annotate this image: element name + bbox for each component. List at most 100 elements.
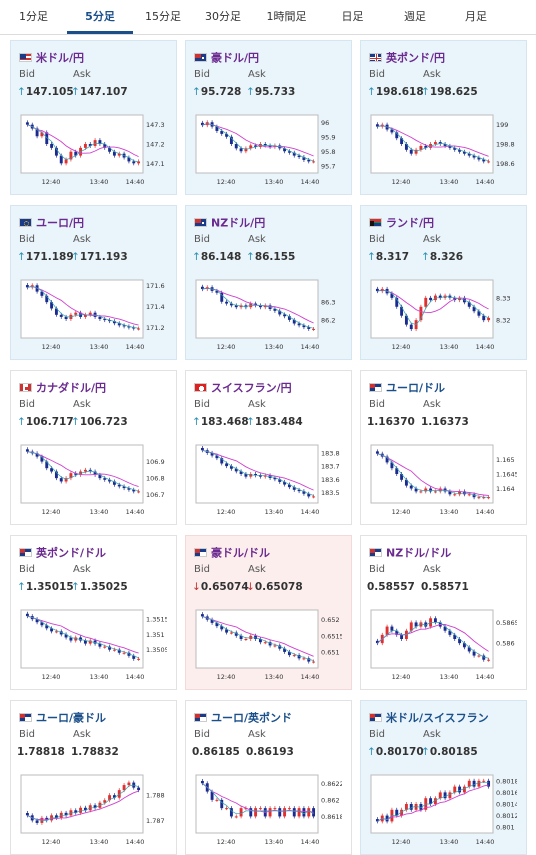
y-tick-label: 183.6 [321, 476, 340, 484]
price-chart[interactable]: 96 95.9 95.8 95.7 12:40 13:40 14:40 [192, 111, 342, 189]
y-tick-label: 199 [496, 121, 508, 129]
currency-pair[interactable]: スイスフラン/円 [211, 381, 292, 395]
tab-7[interactable]: 週足 [404, 10, 426, 23]
rate-card[interactable]: 米ドル/円 Bid Ask ↑147.105 ↑147.107 147.3 147.2 147… [10, 40, 177, 195]
rate-card[interactable]: NZドル/円 Bid Ask ↑86.148 ↑86.155 86.3 86.2 12:40 1… [185, 205, 352, 360]
price-chart[interactable]: 106.9 106.8 106.7 12:40 13:40 14:40 [17, 441, 167, 519]
card-title[interactable]: ランド/円 [369, 212, 435, 230]
currency-pair[interactable]: 米ドル/スイスフラン [386, 711, 489, 725]
candle [64, 634, 68, 638]
tab-4[interactable]: 30分足 [205, 10, 241, 23]
rate-card[interactable]: ユーロ/ドル Bid Ask 1.16370 1.16373 1.165 1.1645 1.1… [360, 370, 527, 525]
arrow-down-icon: ↓ [246, 581, 255, 593]
rate-card[interactable]: 米ドル/スイスフラン Bid Ask ↑0.80170 ↑0.80185 0.8018 0.… [360, 700, 527, 855]
card-title[interactable]: 英ポンド/円 [369, 47, 446, 65]
currency-pair[interactable]: 英ポンド/円 [386, 51, 446, 65]
currency-pair[interactable]: NZドル/ドル [386, 546, 452, 560]
price-chart[interactable]: 183.8 183.7 183.6 183.5 12:40 13:40 14:40 [192, 441, 342, 519]
currency-pair[interactable]: 英ポンド/ドル [36, 546, 107, 560]
price-chart[interactable]: 0.8622 0.862 0.8618 12:40 13:40 14:40 [192, 771, 342, 849]
currency-pair[interactable]: ユーロ/豪ドル [36, 711, 107, 725]
currency-pair[interactable]: 米ドル/円 [36, 51, 85, 65]
tab-6[interactable]: 日足 [341, 10, 364, 23]
candle [283, 808, 287, 817]
rate-card[interactable]: 豪ドル/ドル Bid Ask ↓0.65074 ↓0.65078 0.652 0.6515 0… [185, 535, 352, 690]
candle [50, 302, 54, 309]
price-chart[interactable]: 8.33 8.32 12:40 13:40 14:40 [367, 276, 517, 354]
rate-card[interactable]: ユーロ/英ポンド Bid Ask 0.86185 0.86193 0.8622 0.862 0… [185, 700, 352, 855]
candle [302, 491, 306, 494]
rate-card[interactable]: 豪ドル/円 Bid Ask ↑95.728 ↑95.733 96 95.9 95.8 95.7 1… [185, 40, 352, 195]
candle [25, 285, 29, 288]
candle [229, 808, 233, 817]
rate-card[interactable]: カナダドル/円 Bid Ask ↑106.717 ↑106.723 106.9 106.8 1… [10, 370, 177, 525]
price-chart[interactable]: 86.3 86.2 12:40 13:40 14:40 [192, 276, 342, 354]
currency-pair[interactable]: NZドル/円 [211, 216, 266, 230]
card-title[interactable]: ユーロ/英ポンド [194, 707, 293, 725]
price-chart[interactable]: 1.788 1.787 12:40 13:40 14:40 [17, 771, 167, 849]
price-chart[interactable]: 1.165 1.1645 1.164 12:40 13:40 14:40 [367, 441, 517, 519]
candle [390, 626, 394, 631]
price-chart[interactable]: 0.8018 0.8016 0.8014 0.8012 0.801 12:40 13:40 1… [367, 771, 517, 849]
rate-card[interactable]: ランド/円 Bid Ask ↑8.317 ↑8.326 8.33 8.32 12:40 13:4… [360, 205, 527, 360]
y-tick-label: 8.33 [496, 294, 510, 302]
ma-long-line [27, 285, 139, 326]
candle [302, 808, 306, 817]
card-title[interactable]: ユーロ/ドル [369, 377, 446, 395]
arrow-down-icon: ↓ [192, 581, 201, 593]
ma-long-line [377, 784, 489, 822]
candle [234, 468, 238, 472]
rate-card[interactable]: 英ポンド/円 Bid Ask ↑198.618 ↑198.625 199 198.8 198.… [360, 40, 527, 195]
rate-card[interactable]: ユーロ/豪ドル Bid Ask 1.78818 1.78832 1.788 1.787 12:… [10, 700, 177, 855]
candle [122, 486, 126, 489]
price-chart[interactable]: 147.3 147.2 147.1 12:40 13:40 14:40 [17, 111, 167, 189]
ma-short-line [27, 124, 139, 163]
currency-pair[interactable]: ランド/円 [386, 216, 435, 230]
price-chart[interactable]: 171.6 171.4 171.2 12:40 13:40 14:40 [17, 276, 167, 354]
candle [239, 471, 243, 474]
price-chart[interactable]: 0.5865 0.586 12:40 13:40 14:40 [367, 606, 517, 684]
rate-card[interactable]: NZドル/ドル Bid Ask 0.58557 0.58571 0.5865 0.586 12… [360, 535, 527, 690]
currency-pair[interactable]: ユーロ/ドル [386, 381, 446, 395]
card-title[interactable]: 米ドル/円 [19, 47, 85, 65]
currency-pair[interactable]: カナダドル/円 [36, 381, 107, 395]
card-title[interactable]: カナダドル/円 [19, 377, 107, 395]
currency-pair[interactable]: ユーロ/英ポンド [211, 711, 293, 725]
card-title[interactable]: ユーロ/豪ドル [19, 707, 107, 725]
card-title[interactable]: NZドル/円 [194, 212, 266, 230]
ask-label: Ask [73, 729, 91, 740]
arrow-up-icon: ↑ [246, 416, 255, 428]
currency-pair[interactable]: 豪ドル/円 [211, 51, 260, 65]
card-title[interactable]: 米ドル/スイスフラン [369, 707, 489, 725]
candle [472, 780, 476, 787]
candle [297, 808, 301, 817]
rate-card[interactable]: スイスフラン/円 Bid Ask ↑183.468 ↑183.484 183.8 183.7… [185, 370, 352, 525]
card-title[interactable]: NZドル/ドル [369, 542, 452, 560]
tab-3[interactable]: 15分足 [145, 10, 181, 23]
tab-8[interactable]: 月足 [465, 10, 487, 23]
candle [50, 468, 54, 472]
rate-card[interactable]: 英ポンド/ドル Bid Ask ↑1.35015 ↑1.35025 1.3515 1.351… [10, 535, 177, 690]
currency-pair[interactable]: ユーロ/円 [36, 216, 85, 230]
y-tick-label: 1.1645 [496, 471, 517, 479]
price-chart[interactable]: 199 198.8 198.6 12:40 13:40 14:40 [367, 111, 517, 189]
tab-2[interactable]: 5分足 [67, 0, 133, 34]
card-title[interactable]: 豪ドル/円 [194, 47, 260, 65]
price-chart[interactable]: 0.652 0.6515 0.651 12:40 13:40 14:40 [192, 606, 342, 684]
tab-5[interactable]: 1時間足 [266, 10, 307, 23]
card-title[interactable]: ユーロ/円 [19, 212, 85, 230]
card-title[interactable]: 豪ドル/ドル [194, 542, 271, 560]
card-title[interactable]: 英ポンド/ドル [19, 542, 107, 560]
tab-1[interactable]: 1分足 [19, 10, 48, 23]
price-chart[interactable]: 1.3515 1.351 1.3505 12:40 13:40 14:40 [17, 606, 167, 684]
card-title[interactable]: スイスフラン/円 [194, 377, 292, 395]
candle [35, 619, 39, 623]
ask-label: Ask [248, 69, 266, 80]
y-tick-label: 1.351 [146, 631, 165, 639]
currency-pair[interactable]: 豪ドル/ドル [211, 546, 271, 560]
ask-value: ↑1.35025 [71, 581, 128, 593]
ask-label: Ask [73, 234, 91, 245]
bid-value: 1.78818 [17, 746, 65, 758]
candle [453, 147, 457, 150]
rate-card[interactable]: ユーロ/円 Bid Ask ↑171.189 ↑171.193 171.6 171.4 171… [10, 205, 177, 360]
